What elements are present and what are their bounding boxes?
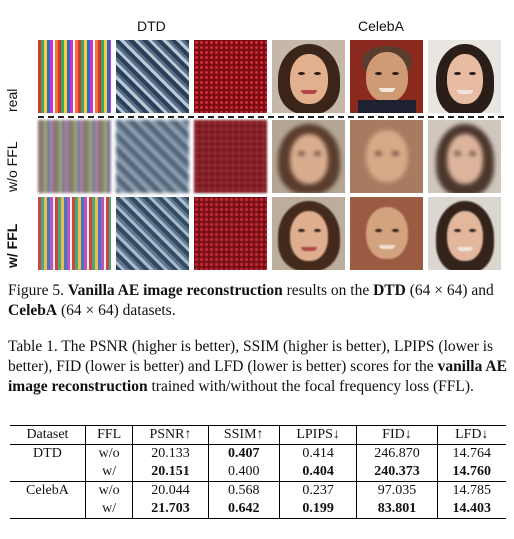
figure-caption-celeba: CelebA [8, 302, 58, 319]
image-dtd-with-ffl-1 [38, 197, 111, 270]
cell-lfd: 14.764 [452, 446, 492, 461]
cell-psnr: 20.151 [132, 463, 209, 482]
cell-ssim: 0.642 [208, 500, 280, 519]
image-celeba-real-2 [350, 40, 423, 113]
row-label-with-ffl: w/ FFL [4, 223, 20, 268]
cell-dataset [10, 463, 86, 482]
figure-caption-text: results on the [282, 282, 374, 299]
row-label-without-ffl: w/o FFL [4, 141, 20, 192]
cell-lfd: 14.760 [452, 464, 492, 479]
cell-dataset: DTD [10, 444, 86, 463]
table-caption-bold: vanilla AE image reconstruction [8, 358, 507, 395]
image-celeba-real-1 [272, 40, 345, 113]
cell-dataset: CelebA [10, 481, 86, 500]
table-caption: Table 1. The PSNR (higher is better), SS… [8, 337, 508, 397]
cell-fid: 97.035 [356, 481, 438, 500]
cell-ffl: w/ [85, 500, 134, 519]
image-dtd-real-3 [194, 40, 267, 113]
image-celeba-without-ffl-1 [272, 120, 345, 193]
image-dtd-real-2 [116, 40, 189, 113]
table-row: w/ 21.703 0.642 0.199 83.801 14.403 [10, 500, 506, 519]
cell-ssim: 0.400 [208, 463, 280, 482]
cell-lpips: 0.237 [279, 481, 358, 500]
divider-line [38, 116, 504, 118]
cell-psnr: 20.044 [132, 481, 209, 500]
table-row: w/ 20.151 0.400 0.404 240.373 14.760 [10, 463, 506, 482]
image-celeba-without-ffl-2 [350, 120, 423, 193]
table-caption-text: Table 1. The PSNR (higher is better), SS… [8, 338, 494, 375]
header-fid: FID↓ [356, 425, 438, 445]
image-dtd-without-ffl-1 [38, 120, 111, 193]
cell-fid: 240.373 [356, 463, 438, 482]
cell-fid: 246.870 [356, 444, 438, 463]
cell-ffl: w/o [85, 481, 134, 500]
image-dtd-real-1 [38, 40, 111, 113]
row-label-real: real [4, 88, 20, 112]
header-lfd: LFD↓ [437, 425, 506, 445]
figure-caption-resolution: (64 × 64) and [409, 282, 494, 299]
figure-caption-title: Vanilla AE image reconstruction [67, 282, 283, 299]
cell-lfd: 14.403 [437, 500, 506, 519]
cell-ssim: 0.568 [208, 481, 280, 500]
image-celeba-with-ffl-1 [272, 197, 345, 270]
cell-lpips: 0.199 [279, 500, 358, 519]
header-lpips: LPIPS↓ [279, 425, 358, 445]
image-dtd-without-ffl-3 [194, 120, 267, 193]
table-caption-end: trained with/without the focal frequency… [147, 378, 474, 395]
figure-caption-end: (64 × 64) datasets. [57, 302, 176, 319]
image-dtd-without-ffl-2 [116, 120, 189, 193]
table-row: CelebA w/o 20.044 0.568 0.237 97.035 14.… [10, 481, 506, 500]
cell-lpips: 0.414 [279, 444, 358, 463]
results-table: Dataset FFL PSNR↑ SSIM↑ LPIPS↓ FID↓ LFD↓… [10, 425, 506, 519]
header-psnr: PSNR↑ [132, 425, 209, 445]
cell-lfd: 14.785 [437, 481, 506, 500]
column-header-dtd: DTD [137, 18, 166, 34]
table-header-row: Dataset FFL PSNR↑ SSIM↑ LPIPS↓ FID↓ LFD↓ [10, 425, 506, 445]
cell-lpips: 0.404 [279, 463, 358, 482]
figure-caption-label: Figure 5. [8, 282, 64, 299]
cell-fid: 83.801 [356, 500, 438, 519]
cell-psnr: 20.133 [132, 444, 209, 463]
column-header-celeba: CelebA [358, 18, 404, 34]
image-celeba-with-ffl-3 [428, 197, 501, 270]
cell-ffl: w/ [85, 463, 134, 482]
cell-dataset [10, 500, 86, 519]
image-dtd-with-ffl-2 [116, 197, 189, 270]
cell-ffl: w/o [85, 444, 134, 463]
image-celeba-with-ffl-2 [350, 197, 423, 270]
image-celeba-real-3 [428, 40, 501, 113]
header-ssim: SSIM↑ [208, 425, 280, 445]
figure-5: DTD CelebA real w/o FFL w/ FFL [4, 18, 504, 270]
image-celeba-without-ffl-3 [428, 120, 501, 193]
figure-caption: Figure 5. Vanilla AE image reconstructio… [8, 281, 508, 321]
cell-psnr: 21.703 [132, 500, 209, 519]
table-row: DTD w/o 20.133 0.407 0.414 246.870 14.76… [10, 444, 506, 463]
image-dtd-with-ffl-3 [194, 197, 267, 270]
figure-caption-dtd: DTD [373, 282, 406, 299]
cell-ssim: 0.407 [208, 444, 280, 463]
header-ffl: FFL [85, 425, 134, 445]
header-dataset: Dataset [10, 425, 86, 445]
